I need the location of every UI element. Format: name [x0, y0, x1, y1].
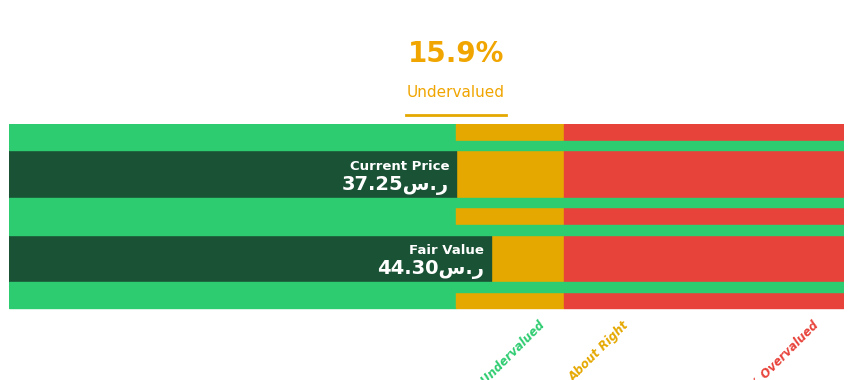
Bar — [9, 234, 490, 282]
Text: Current Price: Current Price — [349, 160, 448, 173]
Bar — [9, 225, 843, 234]
Bar — [9, 282, 843, 291]
Bar — [9, 141, 843, 150]
Bar — [9, 150, 455, 198]
Text: About Right: About Right — [567, 319, 631, 380]
Point — [400, 113, 411, 117]
Text: 20% Overvalued: 20% Overvalued — [735, 319, 820, 380]
Bar — [9, 124, 455, 308]
Point — [500, 113, 510, 117]
Bar — [9, 198, 843, 207]
Text: 44.30س.ر: 44.30س.ر — [377, 260, 484, 279]
Text: Undervalued: Undervalued — [406, 85, 504, 100]
Text: 37.25س.ر: 37.25س.ر — [342, 176, 448, 195]
Bar — [455, 124, 564, 308]
Text: Fair Value: Fair Value — [409, 244, 484, 257]
Text: 20% Undervalued: 20% Undervalued — [455, 319, 547, 380]
Text: 15.9%: 15.9% — [407, 40, 504, 68]
Bar — [564, 124, 843, 308]
